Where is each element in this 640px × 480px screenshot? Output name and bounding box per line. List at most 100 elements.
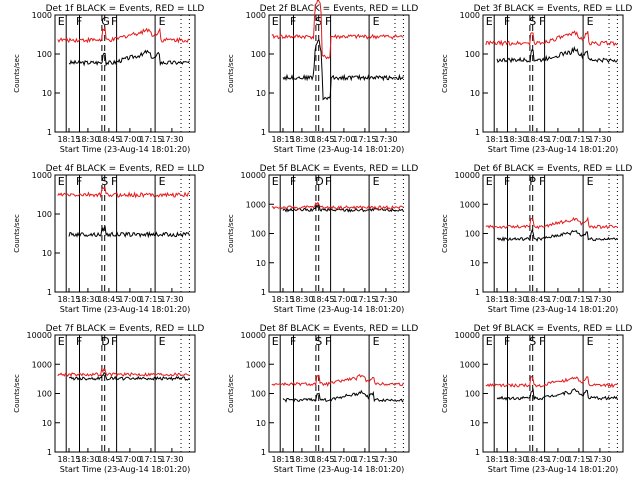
y-tick-label: 100 xyxy=(37,390,52,399)
series-line xyxy=(485,30,618,47)
series-line xyxy=(282,39,404,101)
x-tick-label: 18:15 xyxy=(485,455,508,464)
x-tick-label: 18:30 xyxy=(290,135,313,144)
y-tick-label: 1 xyxy=(475,128,480,137)
interval-marker: E xyxy=(373,175,380,188)
chart-title: Det 6f BLACK = Events, RED = LLD xyxy=(474,164,633,174)
interval-marker: E xyxy=(373,335,380,348)
x-tick-label: 17:15 xyxy=(353,135,376,144)
y-tick-label: 10000 xyxy=(455,171,480,180)
y-tick-label: 1 xyxy=(475,288,480,297)
x-tick-label: 17:30 xyxy=(160,135,183,144)
interval-marker: E xyxy=(58,175,65,188)
chart-panel: Det 6f BLACK = Events, RED = LLD 1 10 100 10… xyxy=(441,164,632,314)
y-tick-label: 10 xyxy=(256,419,266,428)
x-tick-label: 17:00 xyxy=(332,295,355,304)
y-tick-label: 1000 xyxy=(246,200,266,209)
x-tick-label: 18:45 xyxy=(97,455,120,464)
series-line xyxy=(271,373,404,388)
interval-marker: F xyxy=(539,175,545,188)
x-tick-label: 18:30 xyxy=(504,455,527,464)
interval-marker: E xyxy=(486,335,493,348)
y-tick-label: 10 xyxy=(470,419,480,428)
interval-marker: E xyxy=(373,15,380,28)
interval-marker: F xyxy=(290,15,296,28)
chart-title: Det 8f BLACK = Events, RED = LLD xyxy=(260,324,419,334)
y-tick-label: 10 xyxy=(470,259,480,268)
x-axis-label: Start Time (23-Aug-14 18:01:20) xyxy=(274,465,405,474)
plot-frame xyxy=(268,14,410,133)
interval-marker: S xyxy=(315,335,322,348)
y-tick-label: 1000 xyxy=(246,11,266,20)
interval-marker: E xyxy=(159,15,166,28)
interval-marker: E xyxy=(159,175,166,188)
interval-marker: E xyxy=(272,15,279,28)
y-axis-label: Counts/sec xyxy=(441,214,449,253)
y-tick-label: 10000 xyxy=(241,171,266,180)
x-axis-label: Start Time (23-Aug-14 18:01:20) xyxy=(274,305,405,314)
x-tick-label: 17:15 xyxy=(139,135,162,144)
x-tick-label: 17:30 xyxy=(160,295,183,304)
y-axis-label: Counts/sec xyxy=(441,54,449,93)
x-tick-label: 18:45 xyxy=(97,295,120,304)
series-line xyxy=(496,387,618,401)
y-tick-label: 1000 xyxy=(32,360,52,369)
x-tick-label: 17:15 xyxy=(567,295,590,304)
interval-marker: F xyxy=(504,175,510,188)
plot-frame xyxy=(54,14,196,133)
x-tick-label: 18:30 xyxy=(290,455,313,464)
x-axis-label: Start Time (23-Aug-14 18:01:20) xyxy=(488,145,619,154)
plot-frame xyxy=(54,334,196,453)
y-tick-label: 100 xyxy=(465,50,480,59)
y-tick-label: 10000 xyxy=(27,331,52,340)
x-tick-label: 18:15 xyxy=(57,135,80,144)
interval-marker: E xyxy=(587,15,594,28)
interval-marker: F xyxy=(111,175,117,188)
x-tick-label: 18:15 xyxy=(271,135,294,144)
y-tick-label: 100 xyxy=(465,390,480,399)
interval-marker: F xyxy=(76,175,82,188)
y-tick-label: 1000 xyxy=(460,360,480,369)
interval-marker: D xyxy=(101,335,109,348)
plot-frame xyxy=(54,174,196,293)
x-axis-label: Start Time (23-Aug-14 18:01:20) xyxy=(60,145,191,154)
interval-marker: P xyxy=(529,175,536,188)
y-tick-label: 100 xyxy=(37,210,52,219)
y-tick-label: 1000 xyxy=(246,360,266,369)
y-tick-label: 1000 xyxy=(32,11,52,20)
y-tick-label: 10000 xyxy=(455,331,480,340)
x-axis-label: Start Time (23-Aug-14 18:01:20) xyxy=(488,305,619,314)
x-tick-label: 17:00 xyxy=(546,295,569,304)
chart-panel: Det 4f BLACK = Events, RED = LLD 1 10 100 10… xyxy=(13,164,204,314)
series-line xyxy=(57,186,190,199)
plot-frame xyxy=(482,14,624,133)
series-line xyxy=(282,389,404,403)
x-tick-label: 18:30 xyxy=(76,135,99,144)
x-tick-label: 18:45 xyxy=(525,455,548,464)
y-tick-label: 100 xyxy=(465,230,480,239)
series-line xyxy=(68,225,190,239)
interval-marker: F xyxy=(290,175,296,188)
interval-marker: E xyxy=(587,175,594,188)
plot-frame xyxy=(482,174,624,293)
chart-panel: Det 5f BLACK = Events, RED = LLD 1 10 100 10… xyxy=(227,164,418,314)
y-tick-label: 1 xyxy=(261,448,266,457)
x-tick-label: 17:15 xyxy=(139,295,162,304)
y-tick-label: 1 xyxy=(261,128,266,137)
chart-title: Det 7f BLACK = Events, RED = LLD xyxy=(46,324,205,334)
y-tick-label: 10000 xyxy=(241,331,266,340)
x-tick-label: 18:30 xyxy=(290,295,313,304)
interval-marker: S xyxy=(529,15,536,28)
interval-marker: E xyxy=(486,15,493,28)
chart-title: Det 5f BLACK = Events, RED = LLD xyxy=(260,164,419,174)
x-tick-label: 17:00 xyxy=(118,295,141,304)
x-tick-label: 17:15 xyxy=(353,455,376,464)
chart-title: Det 3f BLACK = Events, RED = LLD xyxy=(474,4,633,14)
interval-marker: F xyxy=(111,15,117,28)
interval-marker: F xyxy=(325,15,331,28)
interval-marker: S xyxy=(101,175,108,188)
interval-marker: E xyxy=(272,175,279,188)
x-tick-label: 18:45 xyxy=(311,455,334,464)
interval-marker: S xyxy=(529,335,536,348)
interval-marker: E xyxy=(272,335,279,348)
